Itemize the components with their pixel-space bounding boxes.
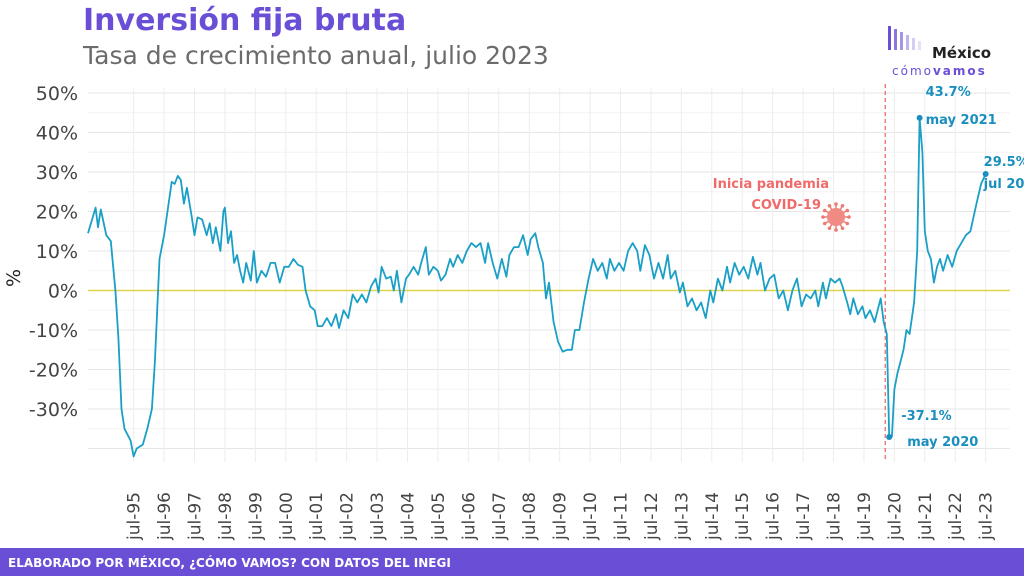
x-tick-label: jul-03 (368, 492, 388, 541)
x-tick-label: jul-08 (520, 492, 540, 541)
y-tick-label: -20% (29, 360, 78, 382)
x-tick-label: jul-96 (155, 492, 175, 541)
x-tick-label: jul-99 (246, 492, 266, 541)
y-tick-label: 50% (36, 83, 78, 105)
x-tick-label: jul-17 (794, 492, 814, 541)
x-tick-label: jul-98 (216, 492, 236, 541)
x-tick-label: jul-16 (764, 492, 784, 541)
chart-subtitle: Tasa de crecimiento anual, julio 2023 (83, 41, 549, 70)
x-tick-label: jul-19 (855, 492, 875, 541)
x-tick-label: jul-07 (490, 492, 510, 541)
y-tick-label: 20% (36, 202, 78, 224)
x-tick-label: jul-23 (977, 492, 997, 541)
annotation-value: 29.5% (984, 155, 1024, 170)
y-tick-label: 30% (36, 162, 78, 184)
annotation-value: 43.7% (926, 85, 971, 100)
virus-icon (821, 202, 851, 232)
y-tick-label: -30% (29, 399, 78, 421)
x-tick-label: jul-02 (338, 492, 358, 541)
footer-bar: ELABORADO POR MÉXICO, ¿CÓMO VAMOS? CON D… (0, 548, 1024, 576)
x-tick-label: jul-05 (429, 492, 449, 541)
annotation-point (916, 114, 923, 121)
logo-word-vamos: vamos (932, 64, 987, 78)
x-tick-label: jul-11 (612, 492, 632, 541)
annotation-label: jul 2023 (983, 177, 1024, 192)
logo-word-como: cómo (892, 64, 933, 78)
footer-text: ELABORADO POR MÉXICO, ¿CÓMO VAMOS? CON D… (8, 556, 451, 570)
chart-title: Inversión fija bruta (83, 3, 407, 38)
x-tick-label: jul-14 (703, 492, 723, 541)
y-axis-label: % (3, 269, 25, 287)
x-tick-label: jul-15 (733, 492, 753, 541)
pandemic-label-covid: COVID-19 (751, 198, 821, 213)
y-tick-label: 10% (36, 241, 78, 263)
annotation-value: -37.1% (901, 409, 952, 424)
pandemic-label: Inicia pandemia (713, 177, 829, 192)
x-tick-label: jul-18 (825, 492, 845, 541)
x-tick-label: jul-09 (551, 492, 571, 541)
x-tick-label: jul-12 (642, 492, 662, 541)
annotation-label: may 2021 (926, 113, 997, 128)
y-tick-label: -10% (29, 320, 78, 342)
y-tick-label: 40% (36, 123, 78, 145)
x-tick-label: jul-04 (399, 492, 419, 541)
x-tick-label: jul-21 (916, 492, 936, 541)
x-tick-label: jul-95 (125, 492, 145, 541)
x-tick-label: jul-97 (186, 492, 206, 541)
x-tick-label: jul-00 (277, 492, 297, 541)
line-chart: 50% 40% 30% 20% 10% 0% -10% -20% -30%% jul-95 jul-… (3, 83, 1024, 541)
annotation-label: may 2020 (907, 435, 978, 450)
logo-word-mexico: México (932, 44, 992, 62)
mexico-como-vamos-logo: México cómovamos (888, 24, 1008, 84)
x-tick-label: jul-01 (307, 492, 327, 541)
series-line (87, 117, 987, 458)
annotation-point (982, 170, 989, 177)
x-tick-label: jul-06 (459, 492, 479, 541)
annotation-point (886, 434, 893, 441)
y-tick-label: 0% (48, 281, 78, 303)
x-tick-label: jul-22 (946, 492, 966, 541)
x-tick-label: jul-10 (581, 492, 601, 541)
logo-bars-icon (888, 26, 921, 50)
x-tick-label: jul-13 (672, 492, 692, 541)
x-tick-label: jul-20 (885, 492, 905, 541)
